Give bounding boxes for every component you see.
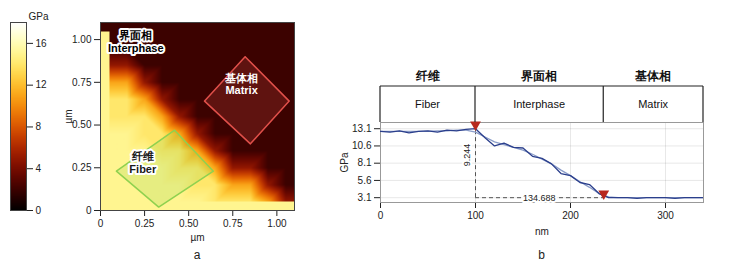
svg-text:5.6: 5.6 (358, 175, 372, 186)
svg-text:0: 0 (36, 205, 42, 216)
svg-text:纤维Fiber: 纤维Fiber (129, 150, 157, 175)
svg-text:µm: µm (190, 232, 204, 243)
svg-text:12: 12 (36, 79, 48, 90)
svg-text:界面相: 界面相 (520, 69, 557, 83)
svg-text:Interphase: Interphase (513, 98, 565, 110)
svg-text:8.1: 8.1 (358, 157, 372, 168)
svg-text:4: 4 (36, 163, 42, 174)
svg-text:Fiber: Fiber (415, 98, 440, 110)
svg-text:9.244: 9.244 (462, 144, 472, 167)
svg-text:13.1: 13.1 (352, 123, 372, 134)
svg-text:µm: µm (63, 109, 74, 123)
html-text:b: b (538, 248, 545, 262)
svg-text:0: 0 (98, 218, 104, 229)
svg-text:0.75: 0.75 (223, 218, 243, 229)
svg-text:1.00: 1.00 (72, 34, 92, 45)
svg-text:10.6: 10.6 (352, 140, 372, 151)
svg-text:界面相Interphase: 界面相Interphase (108, 29, 164, 54)
svg-text:100: 100 (467, 210, 484, 221)
svg-text:0.25: 0.25 (135, 218, 155, 229)
svg-text:基体相: 基体相 (634, 69, 671, 83)
svg-text:200: 200 (562, 210, 579, 221)
svg-text:134.688: 134.688 (523, 193, 556, 203)
svg-text:Matrix: Matrix (638, 98, 668, 110)
svg-text:0.50: 0.50 (179, 218, 199, 229)
svg-text:8: 8 (36, 121, 42, 132)
svg-text:GPa: GPa (339, 152, 350, 172)
svg-text:0.75: 0.75 (72, 77, 92, 88)
svg-text:1.00: 1.00 (267, 218, 287, 229)
svg-text:3.1: 3.1 (358, 192, 372, 203)
svg-text:300: 300 (657, 210, 674, 221)
svg-text:0: 0 (86, 205, 92, 216)
svg-text:0.25: 0.25 (72, 162, 92, 173)
svg-text:nm: nm (535, 226, 549, 237)
svg-text:纤维: 纤维 (415, 69, 440, 83)
html-text:a: a (193, 248, 201, 262)
svg-text:0.50: 0.50 (72, 119, 92, 130)
svg-text:0: 0 (378, 210, 384, 221)
svg-text:GPa: GPa (29, 11, 49, 22)
svg-text:16: 16 (36, 38, 48, 49)
svg-text:基体相Matrix: 基体相Matrix (224, 72, 259, 97)
